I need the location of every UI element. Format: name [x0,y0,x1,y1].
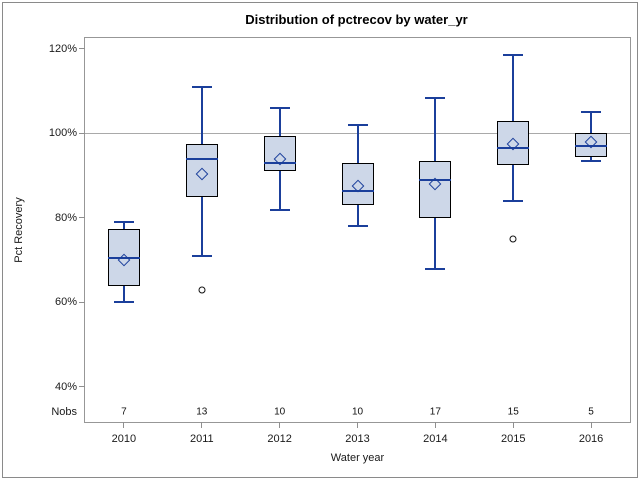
whisker-cap-bottom-2012 [269,208,290,211]
chart-title: Distribution of pctrecov by water_yr [245,12,468,27]
whisker-cap-bottom-2015 [503,200,524,203]
x-axis-tick [123,422,125,428]
x-axis-tick-label-2010: 2010 [111,433,137,445]
nobs-value-2012: 10 [274,406,286,418]
y-axis-tick-label: 100% [48,127,77,140]
median-line-2015 [497,147,530,150]
whisker-cap-bottom-2016 [581,159,602,162]
y-axis-tick [79,386,85,388]
whisker-cap-top-2012 [269,107,290,110]
y-axis-tick [79,132,85,134]
median-line-2012 [263,162,296,165]
y-axis-tick-label: 120% [48,42,77,55]
y-axis-tick-label: 40% [54,380,77,393]
x-axis-tick-label-2011: 2011 [189,433,214,445]
whisker-cap-top-2015 [503,54,524,57]
x-axis-title: Water year [330,452,385,464]
x-axis-tick-label-2012: 2012 [267,433,292,445]
y-axis-tick [79,301,85,303]
y-axis-tick [79,48,85,50]
box-2014 [419,160,452,218]
whisker-cap-bottom-2014 [425,267,446,270]
x-axis-tick-label-2013: 2013 [345,433,370,445]
whisker-cap-top-2013 [347,124,368,127]
whisker-cap-top-2016 [581,111,602,114]
x-axis-tick [279,422,281,428]
box-2011 [185,144,218,197]
nobs-value-2014: 17 [429,406,441,418]
median-line-2014 [419,178,452,181]
x-axis-tick-label-2016: 2016 [578,433,604,445]
whisker-cap-bottom-2011 [191,254,212,257]
nobs-value-2016: 5 [588,406,594,418]
outlier-point-2011 [198,286,206,294]
nobs-value-2013: 10 [351,406,364,418]
x-axis-tick [434,422,436,428]
whisker-cap-top-2010 [113,221,134,224]
nobs-row-label: Nobs [51,406,77,418]
median-line-2010 [107,257,140,260]
x-axis-tick [357,422,358,428]
whisker-cap-bottom-2013 [347,225,368,228]
y-axis-tick-label: 60% [54,296,77,309]
median-line-2016 [575,145,608,148]
box-2012 [263,135,296,172]
whisker-cap-top-2014 [425,96,446,99]
y-axis-tick-label: 80% [54,211,77,224]
whisker-cap-top-2011 [191,86,212,88]
nobs-value-2010: 7 [121,406,127,418]
box-2016 [575,133,608,157]
median-line-2011 [185,157,218,160]
y-axis-title: Pct Recovery [13,197,25,263]
box-2010 [107,228,140,286]
x-axis-tick [512,422,514,428]
plot-area: Pct Recovery Water year Nobs 120% 100% 80%… [13,37,631,464]
x-axis-tick-label-2015: 2015 [500,433,526,445]
box-2013 [341,163,374,206]
outlier-point-2015 [509,235,517,243]
x-axis-tick [201,422,203,428]
nobs-value-2011: 13 [196,406,208,418]
whisker-cap-bottom-2010 [113,301,134,304]
median-line-2013 [341,189,374,192]
x-axis-tick-label-2014: 2014 [423,433,448,445]
box-2015 [497,120,530,166]
y-axis-tick [79,217,85,219]
x-axis-tick [590,422,592,428]
nobs-value-2015: 15 [507,406,519,418]
